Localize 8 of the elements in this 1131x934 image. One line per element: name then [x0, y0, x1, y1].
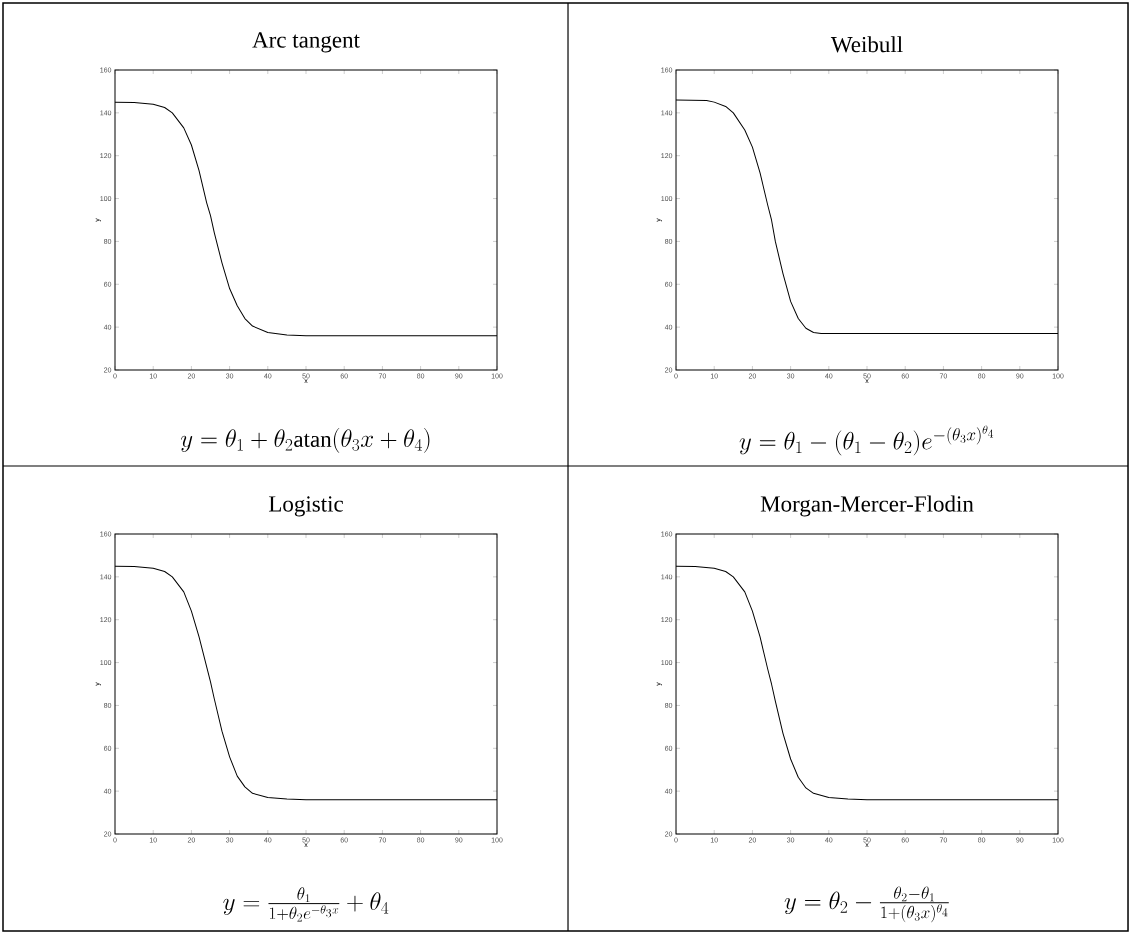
text: $y = \theta_1 + \theta_2\mathrm{atan}(\theta_3 x + \theta_4)$ — [181, 428, 430, 453]
chart-title: Logistic — [268, 496, 343, 517]
text: $y = \theta_2 - \frac{\theta_2-\theta_1}{1+(\theta_3 x)^{\theta_4}}$ — [784, 886, 949, 923]
chart-title: Morgan-Mercer-Flodin — [760, 495, 974, 517]
text: $y = \theta_1 - (\theta_1 - \theta_2)e^{-(\theta_3 x)^{\theta_4}}$ — [739, 425, 994, 456]
chart-title: Arc tangent — [252, 32, 360, 53]
text: $y = \frac{\theta_1}{1+\theta_2 e^{-\theta_3 x}} + \theta_4$ — [223, 887, 389, 922]
chart-title: Weibull — [830, 36, 903, 53]
